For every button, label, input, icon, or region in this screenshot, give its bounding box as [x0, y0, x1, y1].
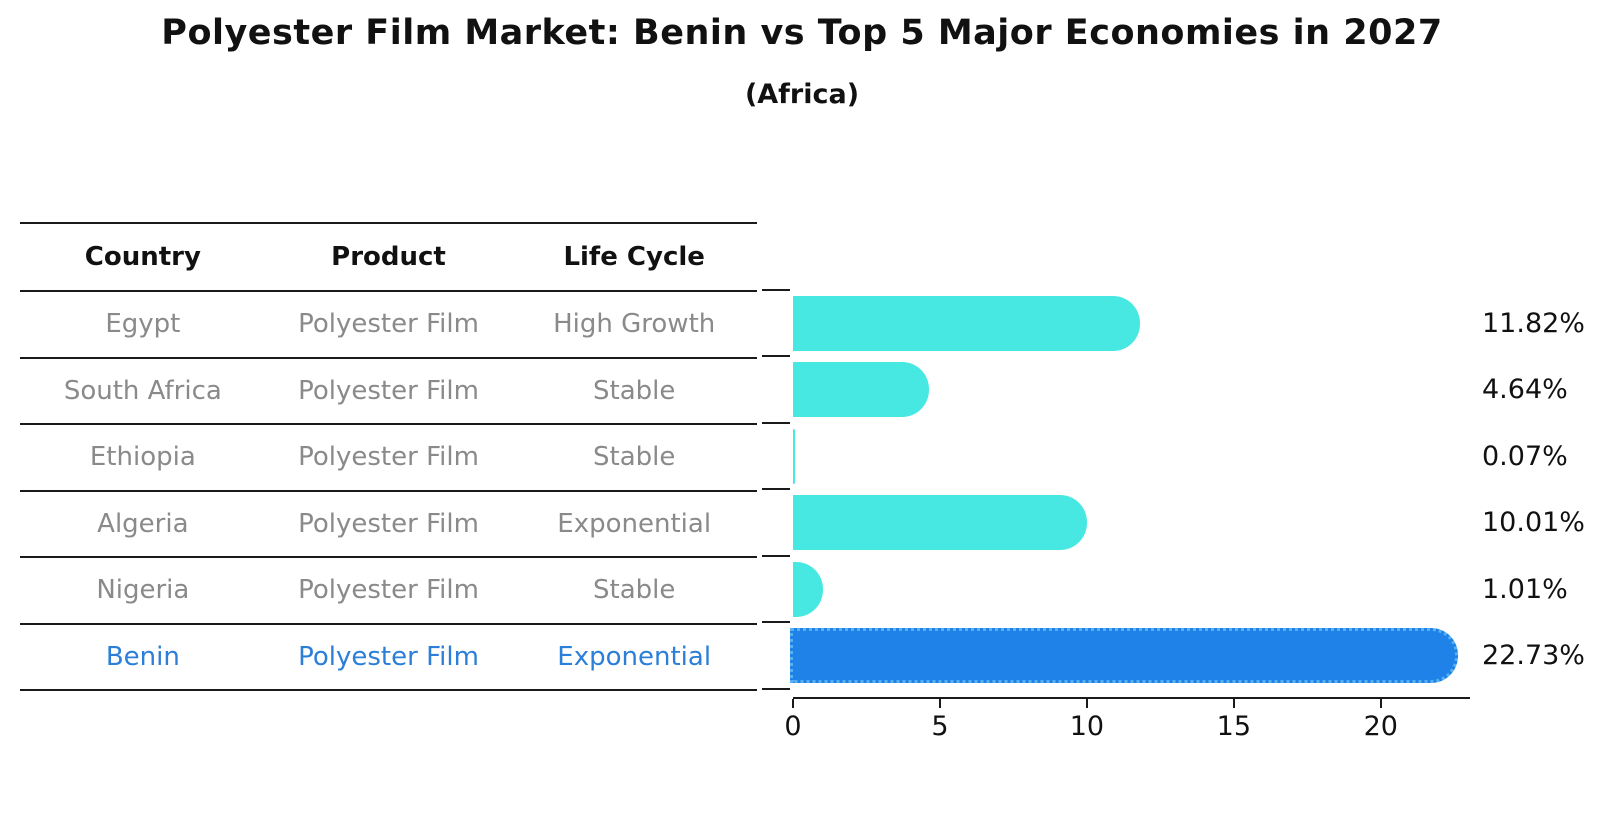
table-row: Ethiopia Polyester Film Stable [20, 425, 757, 492]
chart-title: Polyester Film Market: Benin vs Top 5 Ma… [161, 13, 1443, 53]
column-header-product: Product [331, 242, 446, 272]
y-axis-tick [762, 555, 790, 557]
value-label-ethiopia: 0.07% [1482, 440, 1568, 472]
x-axis-tick [1379, 699, 1382, 708]
bar-ethiopia [793, 428, 796, 484]
bar-egypt [793, 295, 1141, 351]
table-row: Algeria Polyester Film Exponential [20, 492, 757, 558]
x-axis-tick-label: 10 [1069, 711, 1105, 742]
life-cycle-cell: High Growth [553, 309, 716, 340]
value-label-algeria: 10.01% [1482, 507, 1585, 539]
y-axis-tick [762, 355, 790, 357]
value-label-egypt: 11.82% [1482, 307, 1585, 339]
country-table: Country Product Life Cycle Egypt Polyest… [20, 222, 757, 691]
x-axis-tick-label: 5 [931, 711, 949, 742]
product-cell: Polyester Film [298, 508, 479, 539]
x-axis-tick-label: 20 [1363, 711, 1398, 742]
country-cell: Egypt [105, 309, 181, 340]
bar-nigeria [793, 561, 823, 617]
value-label-benin: 22.73% [1482, 640, 1585, 672]
x-axis-tick-label: 15 [1216, 711, 1252, 742]
x-axis-tick-label: 0 [784, 711, 802, 742]
product-cell: Polyester Film [298, 641, 479, 672]
bar-algeria [793, 495, 1088, 551]
x-axis-tick [792, 699, 794, 708]
bar-row [793, 490, 1469, 557]
chart-subtitle: (Africa) [744, 79, 860, 110]
product-cell: Polyester Film [298, 309, 479, 340]
country-cell: South Africa [63, 375, 222, 406]
product-cell: Polyester Film [298, 375, 479, 406]
value-label-south-africa: 4.64% [1482, 374, 1568, 406]
bar-row [793, 290, 1469, 357]
table-row: Nigeria Polyester Film Stable [20, 558, 757, 625]
life-cycle-cell: Exponential [557, 641, 712, 672]
x-axis-tick [1085, 699, 1088, 708]
x-axis-tick [1232, 699, 1235, 708]
x-axis-tick [938, 699, 941, 708]
table-header-row: Country Product Life Cycle [20, 222, 757, 292]
bar-row [793, 357, 1469, 424]
country-cell: Algeria [97, 508, 189, 539]
x-axis-line [793, 697, 1470, 699]
table-row-benin-highlighted: Benin Polyester Film Exponential [20, 625, 757, 691]
y-axis-tick [762, 422, 790, 424]
value-label-column: 11.82% 4.64% 0.07% 10.01% 1.01% 22.73% [1482, 290, 1602, 689]
y-axis-tick [762, 621, 790, 623]
table-row: South Africa Polyester Film Stable [20, 359, 757, 425]
bar-row [793, 556, 1469, 623]
y-axis-tick [762, 488, 790, 490]
table-row: Egypt Polyester Film High Growth [20, 292, 757, 359]
y-axis-tick [762, 688, 790, 690]
y-axis-tick [762, 289, 790, 291]
bar-benin-highlighted [790, 628, 1459, 684]
column-header-country: Country [84, 242, 201, 272]
column-header-life-cycle: Life Cycle [563, 242, 705, 272]
bar-chart-plot-area [790, 290, 1469, 690]
life-cycle-cell: Stable [593, 575, 676, 606]
life-cycle-cell: Exponential [557, 508, 712, 539]
bar-south-africa [793, 362, 930, 418]
life-cycle-cell: Stable [593, 375, 676, 406]
country-cell: Nigeria [96, 575, 190, 606]
country-cell: Ethiopia [89, 442, 196, 473]
bar-row [793, 423, 1469, 490]
bar-row [790, 623, 1469, 690]
country-cell: Benin [105, 641, 180, 672]
product-cell: Polyester Film [298, 575, 479, 606]
product-cell: Polyester Film [298, 442, 479, 473]
value-label-nigeria: 1.01% [1482, 573, 1568, 605]
life-cycle-cell: Stable [593, 442, 676, 473]
